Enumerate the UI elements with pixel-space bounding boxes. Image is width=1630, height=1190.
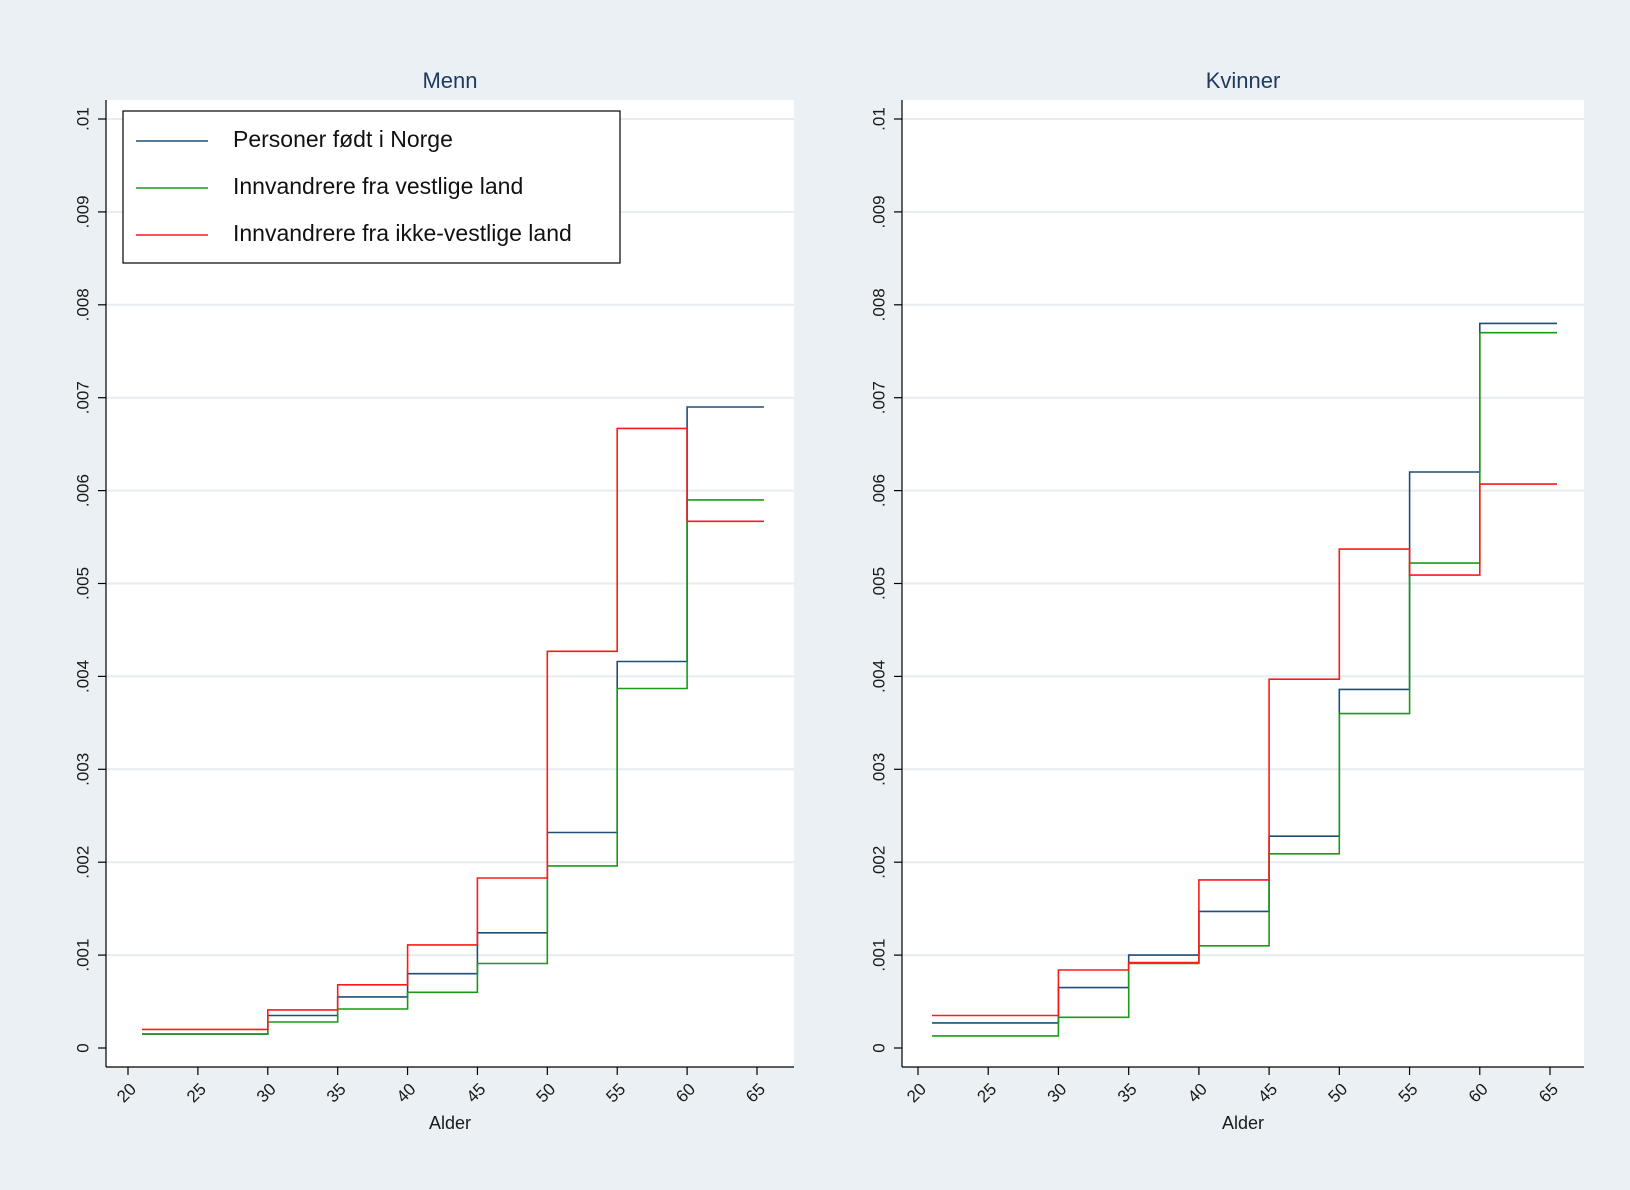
series-line-norge [142, 406, 764, 1035]
series-ikke-vestlige [932, 483, 1557, 1017]
legend: Personer født i Norge Innvandrere fra ves… [122, 110, 621, 264]
y-tick-label: .001 [73, 939, 92, 972]
legend-label-ikke-vestlige: Innvandrere fra ikke-vestlige land [233, 220, 572, 246]
legend-label-norge: Personer født i Norge [233, 126, 453, 152]
series-vestlige [932, 331, 1557, 1037]
y-tick-label: .006 [869, 474, 888, 507]
y-tick-label: .002 [869, 846, 888, 879]
panel-title: Kvinner [1206, 68, 1281, 93]
y-tick-label: .01 [73, 107, 92, 131]
y-tick-label: .004 [73, 660, 92, 693]
y-tick-label: .01 [869, 107, 888, 131]
y-tick-label: 0 [869, 1043, 888, 1052]
series-line-vestlige [932, 331, 1557, 1037]
y-tick-label: .004 [869, 660, 888, 693]
y-tick-label: .003 [869, 753, 888, 786]
series-line-vestlige [142, 499, 764, 1035]
y-tick-label: .009 [73, 195, 92, 228]
y-tick-label: .003 [73, 753, 92, 786]
y-tick-label: .007 [869, 381, 888, 414]
legend-label-vestlige: Innvandrere fra vestlige land [233, 173, 523, 199]
series-line-ikke-vestlige [142, 427, 764, 1031]
x-axis-title: Alder [429, 1113, 471, 1133]
y-tick-label: .008 [869, 288, 888, 321]
y-tick-label: .005 [869, 567, 888, 600]
y-tick-label: .008 [73, 288, 92, 321]
series-vestlige [142, 499, 764, 1035]
panel-title: Menn [422, 68, 477, 93]
series-line-ikke-vestlige [932, 483, 1557, 1017]
y-tick-label: 0 [73, 1043, 92, 1052]
x-axis-title: Alder [1222, 1113, 1264, 1133]
legend-box [122, 110, 621, 264]
panel-2: 0 .001 .002 .003 .004 .005 .006 .007 .008 .009 .01… [869, 68, 1584, 1133]
y-tick-label: .002 [73, 846, 92, 879]
y-tick-label: .007 [73, 381, 92, 414]
series-ikke-vestlige [142, 427, 764, 1031]
y-tick-label: .006 [73, 474, 92, 507]
y-tick-label: .005 [73, 567, 92, 600]
y-tick-label: .009 [869, 195, 888, 228]
y-tick-label: .001 [869, 939, 888, 972]
series-norge [142, 406, 764, 1035]
